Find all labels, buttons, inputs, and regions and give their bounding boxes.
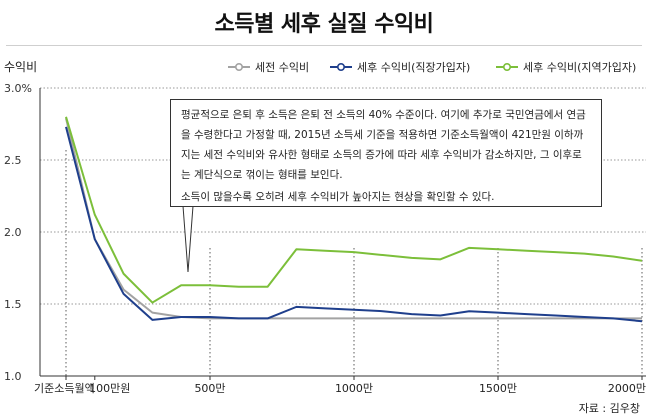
chart-title: 소득별 세후 실질 수익비 [214,12,434,37]
x-tick-label: 1000만 [335,382,373,395]
x-tick-label: 2000만 [608,382,646,395]
y-tick-label: 3.0% [4,82,32,95]
x-tick-label: 100만원 [89,382,130,395]
x-tick-label: 500만 [194,382,225,395]
y-tick-label: 1.5 [4,298,22,311]
source-note: 자료 : 김우창 [578,402,640,415]
legend-label-regional: 세후 수익비(지역가입자) [523,61,637,74]
title-divider [6,45,642,46]
annotation-box: 평균적으로 은퇴 후 소득은 은퇴 전 소득의 40% 수준이다. 여기에 추가… [170,99,602,207]
legend-item-regional: 세후 수익비(지역가입자) [496,59,636,75]
series-line-0 [65,118,642,320]
legend-marker-pretax [228,62,250,72]
legend-marker-workplace [330,62,352,72]
legend-marker-regional [496,62,518,72]
y-axis-label: 수익비 [4,60,38,74]
x-tick-label: 1500만 [479,382,517,395]
legend-item-workplace: 세후 수익비(직장가입자) [330,59,470,75]
x-tick-label: 기준소득월액 [34,382,95,395]
legend-item-pretax: 세전 수익비 [228,59,309,75]
annotation-paragraph-1: 평균적으로 은퇴 후 소득은 은퇴 전 소득의 40% 수준이다. 여기에 추가… [181,109,586,181]
annotation-pointer [182,205,194,273]
series-line-1 [65,126,643,323]
legend-label-pretax: 세전 수익비 [255,61,310,74]
y-tick-label: 2.5 [4,154,22,167]
y-tick-label: 1.0 [4,370,22,383]
legend-label-workplace: 세후 수익비(직장가입자) [357,61,471,74]
annotation-paragraph-2: 소득이 많을수록 오히려 세후 수익비가 높아지는 현상을 확인할 수 있다. [181,191,495,203]
y-tick-label: 2.0 [4,226,22,239]
series-line-2 [65,116,643,304]
